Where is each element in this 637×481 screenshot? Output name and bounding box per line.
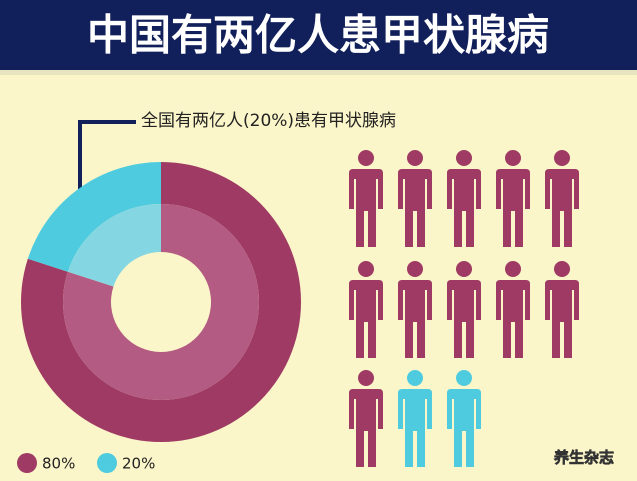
donut <box>21 162 302 442</box>
person-head <box>505 261 521 277</box>
person-head <box>456 150 472 166</box>
annotation: 全国有两亿人(20%)患有甲状腺病 <box>141 111 396 131</box>
person-body <box>447 389 481 467</box>
header-band <box>0 0 637 70</box>
person-body <box>398 389 432 467</box>
legend-label: 80% <box>42 455 75 473</box>
person-body <box>545 169 579 247</box>
legend: 80% 20% <box>17 453 155 473</box>
legend-swatch <box>97 453 117 473</box>
legend-swatch <box>17 453 37 473</box>
person-head <box>407 370 423 386</box>
person-head <box>358 261 374 277</box>
person-body <box>496 280 530 358</box>
annotation-leader <box>78 120 136 205</box>
person-head <box>456 370 472 386</box>
person-body <box>349 280 383 358</box>
donut-outer-segment <box>27 162 162 272</box>
person-head <box>505 150 521 166</box>
person-head <box>554 261 570 277</box>
person-body <box>349 389 383 467</box>
watermark: 养生杂志 <box>553 449 614 467</box>
person-head <box>358 370 374 386</box>
donut-inner-segment <box>63 204 260 400</box>
person-body <box>545 280 579 358</box>
person-body <box>447 280 481 358</box>
person-head <box>407 261 423 277</box>
person-body <box>398 280 432 358</box>
person-body <box>349 169 383 247</box>
donut-inner-segment <box>67 204 161 287</box>
person-body <box>496 169 530 247</box>
person-head <box>407 150 423 166</box>
person-body <box>447 169 481 247</box>
pictogram <box>349 150 579 467</box>
chart-title: 中国有两亿人患甲状腺病 <box>87 11 549 60</box>
legend-label: 20% <box>122 455 155 473</box>
person-head <box>456 261 472 277</box>
person-body <box>398 169 432 247</box>
person-head <box>358 150 374 166</box>
person-head <box>554 150 570 166</box>
header-rule <box>0 70 637 75</box>
donut-outer-segment <box>21 162 302 442</box>
